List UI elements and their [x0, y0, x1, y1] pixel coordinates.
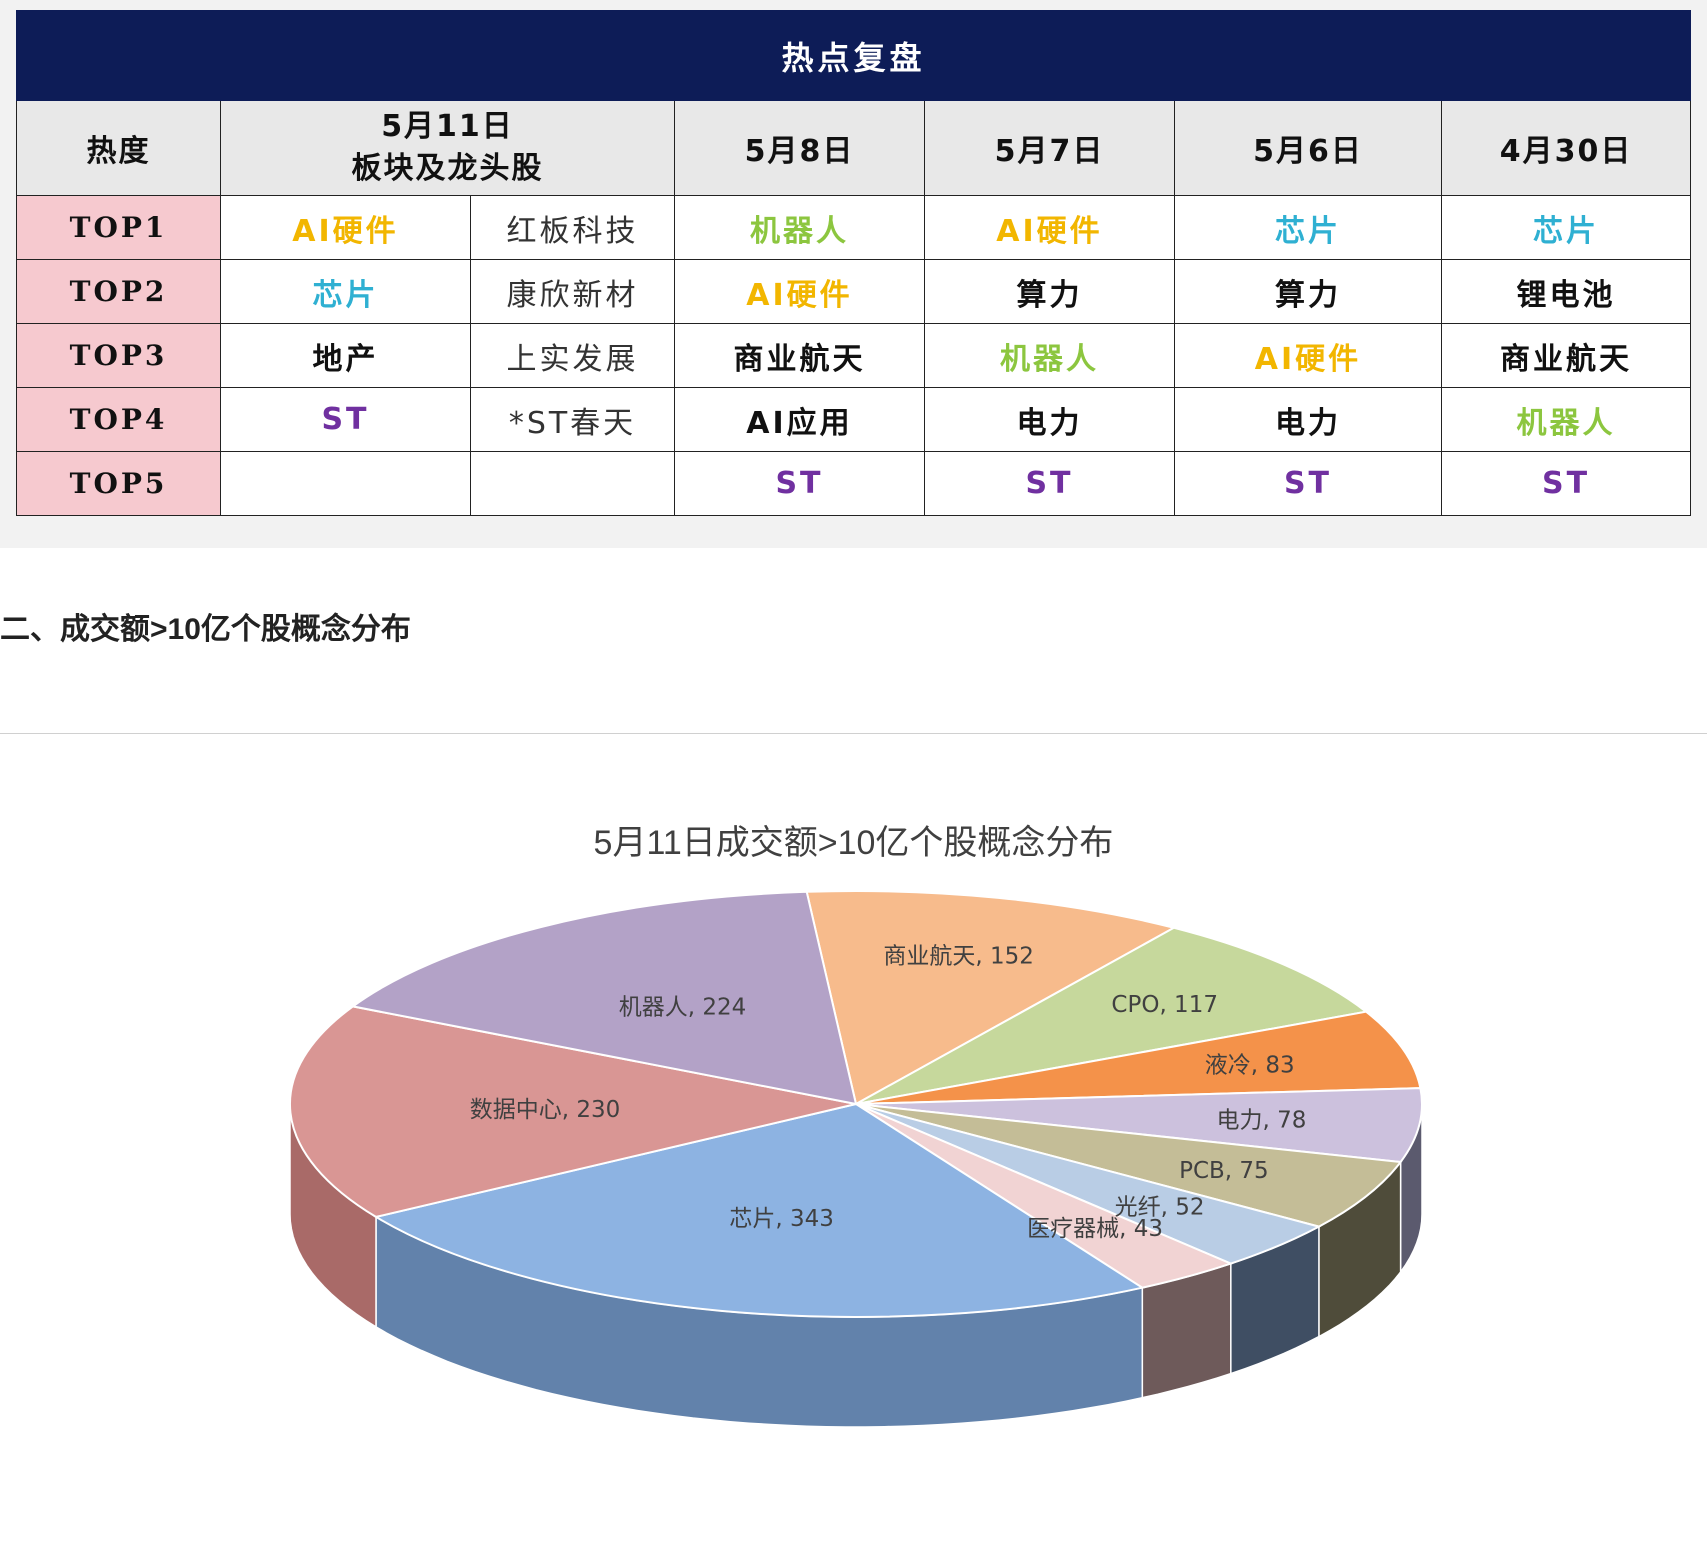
pie-slice-数据中心 [288, 1005, 857, 1218]
sector-cell: 机器人 [674, 195, 925, 260]
hot-review-table: 热点复盘 热度 5月11日 板块及龙头股 5月8日 5月7日 5月6日 4月30… [15, 10, 1692, 516]
table-row: TOP3 地产 上实发展 商业航天 机器人 AI硬件 商业航天 [16, 323, 1692, 388]
pie-slice-CPO [855, 926, 1369, 1105]
rank-cell: TOP5 [16, 451, 221, 516]
sector-cell: 芯片 [1440, 195, 1692, 260]
sector-cell: 芯片 [220, 259, 471, 324]
chart-title: 5月11日成交额>10亿个股概念分布 [593, 824, 1114, 862]
header-may-11-date: 5月11日 [381, 109, 514, 144]
header-may-6: 5月6日 [1174, 100, 1442, 196]
pie-label-液冷: 液冷, 83 [1205, 1052, 1295, 1078]
sector-cell: AI硬件 [220, 195, 471, 260]
leader-stock-cell [470, 451, 675, 516]
sector-cell: 电力 [1174, 387, 1442, 452]
sector-cell: 机器人 [1440, 387, 1692, 452]
table-row: TOP5 ST ST ST ST [16, 451, 1692, 516]
sector-cell: AI应用 [674, 387, 925, 452]
pie-label-PCB: PCB, 75 [1179, 1158, 1269, 1184]
pie-slice-芯片 [373, 1102, 1145, 1318]
header-may-8: 5月8日 [674, 100, 925, 196]
pie-label-数据中心: 数据中心, 230 [470, 1097, 621, 1123]
heat-header: 热度 [16, 100, 221, 196]
pie-label-医疗器械: 医疗器械, 43 [1027, 1216, 1163, 1242]
sector-cell: 算力 [924, 259, 1175, 324]
pie-label-光纤: 光纤, 52 [1115, 1194, 1205, 1220]
pie-label-CPO: CPO, 117 [1111, 992, 1218, 1018]
pie-label-芯片: 芯片, 343 [729, 1206, 834, 1232]
sector-cell: ST [1440, 451, 1692, 516]
hot-review-panel: 热点复盘 热度 5月11日 板块及龙头股 5月8日 5月7日 5月6日 4月30… [0, 0, 1707, 548]
leader-stock-cell: *ST春天 [470, 387, 675, 452]
sector-cell: 商业航天 [1440, 323, 1692, 388]
sector-cell: 商业航天 [674, 323, 925, 388]
rank-cell: TOP2 [16, 259, 221, 324]
pie-label-机器人: 机器人, 224 [619, 995, 747, 1021]
sector-cell: AI硬件 [924, 195, 1175, 260]
pie-slice-机器人 [350, 890, 858, 1106]
sector-cell: ST [220, 387, 471, 452]
rank-cell: TOP4 [16, 387, 221, 452]
sector-cell: ST [674, 451, 925, 516]
leader-stock-cell: 上实发展 [470, 323, 675, 388]
rank-cell: TOP1 [16, 195, 221, 260]
pie-chart: 商业航天, 152 CPO, 117 液冷, 83 电力, 78 PCB, 75 光纤, … [288, 890, 1423, 1428]
header-may-7: 5月7日 [924, 100, 1175, 196]
rank-cell: TOP3 [16, 323, 221, 388]
leader-stock-cell: 红板科技 [470, 195, 675, 260]
pie-slice-电力 [855, 1087, 1423, 1164]
pie-slice-液冷 [855, 1010, 1422, 1105]
divider [0, 733, 1707, 734]
pie-label-商业航天: 商业航天, 152 [883, 944, 1034, 970]
sector-cell: ST [924, 451, 1175, 516]
sector-cell: ST [1174, 451, 1442, 516]
sector-cell: AI硬件 [1174, 323, 1442, 388]
table-row: TOP2 芯片 康欣新材 AI硬件 算力 算力 锂电池 [16, 259, 1692, 324]
sector-cell: 锂电池 [1440, 259, 1692, 324]
section-heading: 二、成交额>10亿个股概念分布 [0, 613, 411, 646]
pie-label-电力: 电力, 78 [1217, 1107, 1307, 1133]
sector-cell: 算力 [1174, 259, 1442, 324]
pie-slice-PCB [855, 1103, 1403, 1228]
sector-cell: AI硬件 [674, 259, 925, 324]
leader-stock-cell: 康欣新材 [470, 259, 675, 324]
sector-cell [220, 451, 471, 516]
sector-cell: 电力 [924, 387, 1175, 452]
header-may-11-sub: 板块及龙头股 [351, 151, 544, 186]
header-may-11: 5月11日 板块及龙头股 [220, 100, 675, 196]
table-row: TOP4 ST *ST春天 AI应用 电力 电力 机器人 [16, 387, 1692, 452]
pie-slice-商业航天 [805, 890, 1177, 1106]
sector-cell: 机器人 [924, 323, 1175, 388]
header-apr-30: 4月30日 [1440, 100, 1692, 196]
table-banner: 热点复盘 [15, 10, 1692, 101]
sector-cell: 芯片 [1174, 195, 1442, 260]
sector-cell: 地产 [220, 323, 471, 388]
table-row: TOP1 AI硬件 红板科技 机器人 AI硬件 芯片 芯片 [16, 195, 1692, 260]
